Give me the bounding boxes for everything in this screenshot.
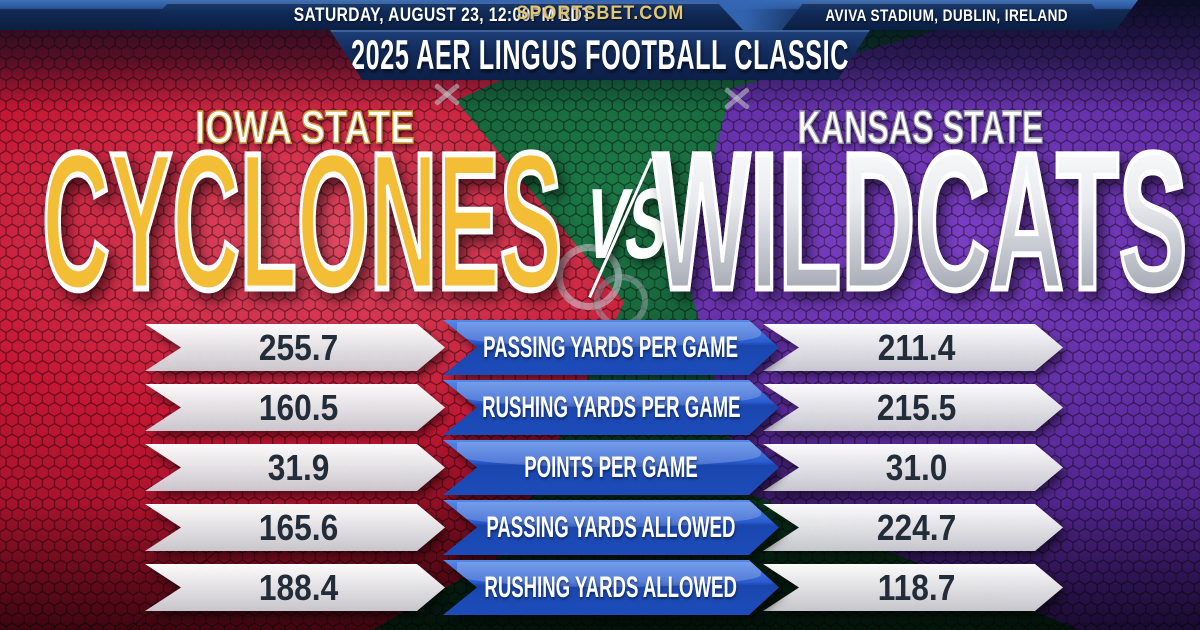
stat-row: 255.7 PASSING YARDS PER GAME 211.4 <box>145 324 1063 371</box>
left-value: 255.7 <box>258 326 339 368</box>
stat-label: PASSING YARDS PER GAME <box>483 330 739 364</box>
stat-row: 160.5 RUSHING YARDS PER GAME 215.5 <box>145 384 1063 431</box>
event-datetime: SATURDAY, AUGUST 23, 12:00PM EDT <box>293 5 593 26</box>
right-value: 215.5 <box>876 386 957 428</box>
stat-row: 165.6 PASSING YARDS ALLOWED 224.7 <box>145 504 1063 551</box>
venue-banner: AVIVA STADIUM, DUBLIN, IRELAND <box>782 2 1112 30</box>
team-left-mascot-label: CYCLONES <box>41 111 564 331</box>
right-value: 211.4 <box>877 326 956 368</box>
left-value: 160.5 <box>258 386 339 428</box>
site-name: SPORTSBET.COM <box>516 3 684 24</box>
team-right-school: KANSAS STATE <box>745 100 1065 154</box>
stat-label-banner: PASSING YARDS ALLOWED <box>443 500 779 555</box>
right-value-ribbon: 224.7 <box>763 504 1063 551</box>
right-value: 31.0 <box>885 446 948 488</box>
left-value-ribbon: 255.7 <box>145 324 445 371</box>
right-value: 118.7 <box>877 566 956 608</box>
team-right-school-label: KANSAS STATE <box>797 100 1044 154</box>
stat-label: RUSHING YARDS ALLOWED <box>484 570 738 604</box>
date-banner: SATURDAY, AUGUST 23, 12:00PM EDT <box>143 2 743 30</box>
stat-label: PASSING YARDS ALLOWED <box>486 510 736 544</box>
team-left-mascot: CYCLONES <box>30 121 575 322</box>
team-right-mascot-label: WILDCATS <box>651 111 1188 331</box>
left-value-ribbon: 31.9 <box>145 444 445 491</box>
team-right-mascot: WILDCATS <box>645 121 1195 322</box>
right-value-ribbon: 211.4 <box>763 324 1063 371</box>
team-left-school-label: IOWA STATE <box>195 100 416 154</box>
event-venue: AVIVA STADIUM, DUBLIN, IRELAND <box>825 6 1069 25</box>
team-left-school: IOWA STATE <box>140 100 470 154</box>
right-value-ribbon: 31.0 <box>763 444 1063 491</box>
left-value-ribbon: 160.5 <box>145 384 445 431</box>
left-value-ribbon: 188.4 <box>145 564 445 611</box>
left-value: 165.6 <box>258 506 339 548</box>
event-title: 2025 AER LINGUS FOOTBALL CLASSIC <box>350 31 850 78</box>
left-value: 188.4 <box>258 566 339 608</box>
right-value-ribbon: 118.7 <box>763 564 1063 611</box>
site-brand: SPORTSBET.COM <box>0 3 1200 25</box>
stat-label-banner: RUSHING YARDS ALLOWED <box>443 560 779 615</box>
left-value: 31.9 <box>267 446 330 488</box>
event-title-banner: 2025 AER LINGUS FOOTBALL CLASSIC <box>330 30 870 80</box>
right-value-ribbon: 215.5 <box>763 384 1063 431</box>
stat-label-banner: POINTS PER GAME <box>443 440 779 495</box>
stat-label-banner: RUSHING YARDS PER GAME <box>443 380 779 435</box>
stat-row: 188.4 RUSHING YARDS ALLOWED 118.7 <box>145 564 1063 611</box>
stat-label: POINTS PER GAME <box>524 450 698 484</box>
stats-comparison: 255.7 PASSING YARDS PER GAME 211.4 160.5… <box>145 324 1063 624</box>
stat-label: RUSHING YARDS PER GAME <box>481 390 741 424</box>
right-value: 224.7 <box>876 506 957 548</box>
left-value-ribbon: 165.6 <box>145 504 445 551</box>
stat-label-banner: PASSING YARDS PER GAME <box>443 320 779 375</box>
stat-row: 31.9 POINTS PER GAME 31.0 <box>145 444 1063 491</box>
